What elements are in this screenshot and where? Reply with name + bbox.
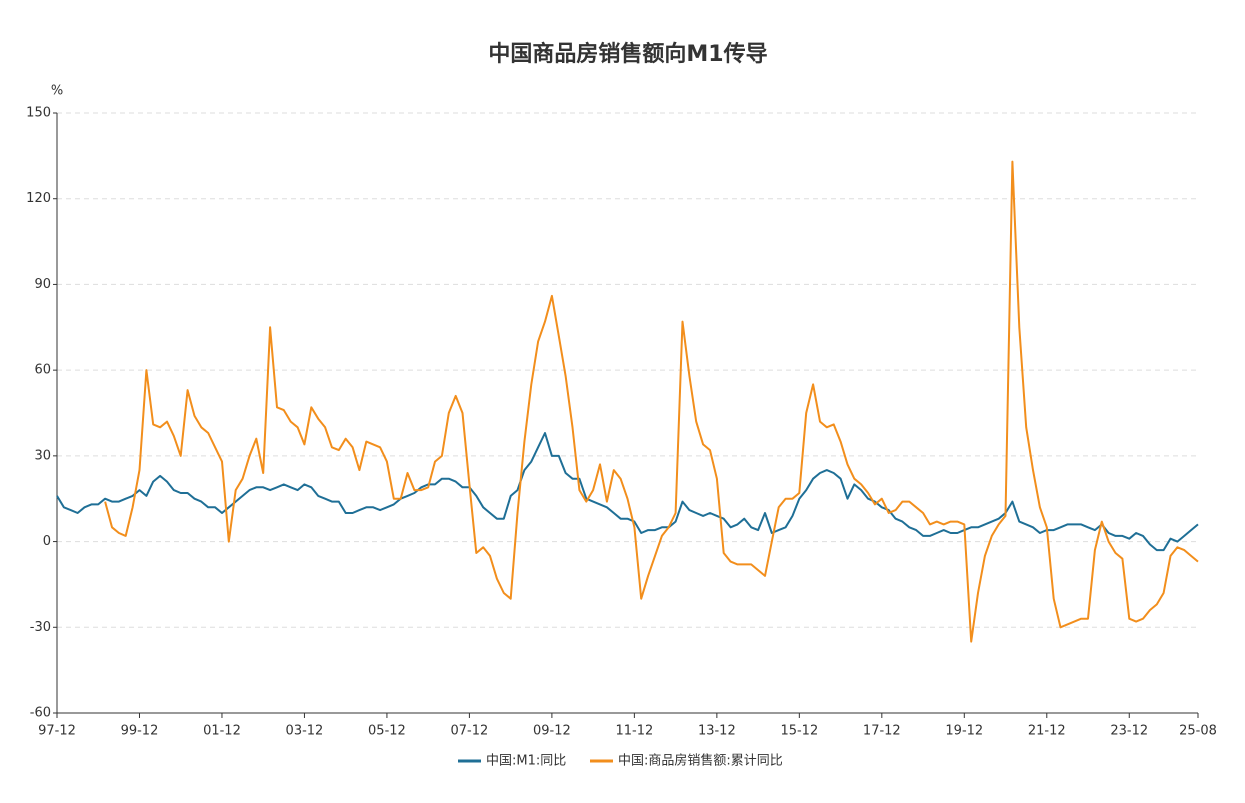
x-tick-label: 15-12 <box>780 724 818 739</box>
x-tick-label: 07-12 <box>451 724 489 739</box>
y-tick-label: 120 <box>26 191 51 206</box>
y-tick-label: -30 <box>30 620 51 635</box>
legend-label: 中国:M1:同比 <box>486 754 566 769</box>
y-tick-label: 150 <box>26 106 51 121</box>
y-tick-label: 60 <box>34 363 51 378</box>
x-tick-label: 09-12 <box>533 724 571 739</box>
x-tick-label: 13-12 <box>698 724 736 739</box>
x-tick-label: 05-12 <box>368 724 406 739</box>
x-tick-label: 19-12 <box>945 724 983 739</box>
x-tick-label: 11-12 <box>615 724 653 739</box>
x-tick-label: 21-12 <box>1028 724 1066 739</box>
x-tick-label: 97-12 <box>38 724 76 739</box>
y-tick-label: 0 <box>43 534 51 549</box>
series-line <box>104 160 1199 643</box>
x-tick-label: 23-12 <box>1110 724 1148 739</box>
y-unit: % <box>51 84 63 99</box>
x-tick-label: 99-12 <box>121 724 159 739</box>
y-tick-label: 90 <box>34 277 51 292</box>
legend-label: 中国:商品房销售额:累计同比 <box>618 753 783 769</box>
series-line <box>56 432 1199 552</box>
y-tick-label: -60 <box>30 706 51 721</box>
y-tick-label: 30 <box>34 448 51 463</box>
x-tick-label: 17-12 <box>863 724 901 739</box>
x-tick-label: 25-08 <box>1179 724 1217 739</box>
chart-title: 中国商品房销售额向M1传导 <box>488 41 767 67</box>
x-tick-label: 03-12 <box>286 724 324 739</box>
x-tick-label: 01-12 <box>203 724 241 739</box>
